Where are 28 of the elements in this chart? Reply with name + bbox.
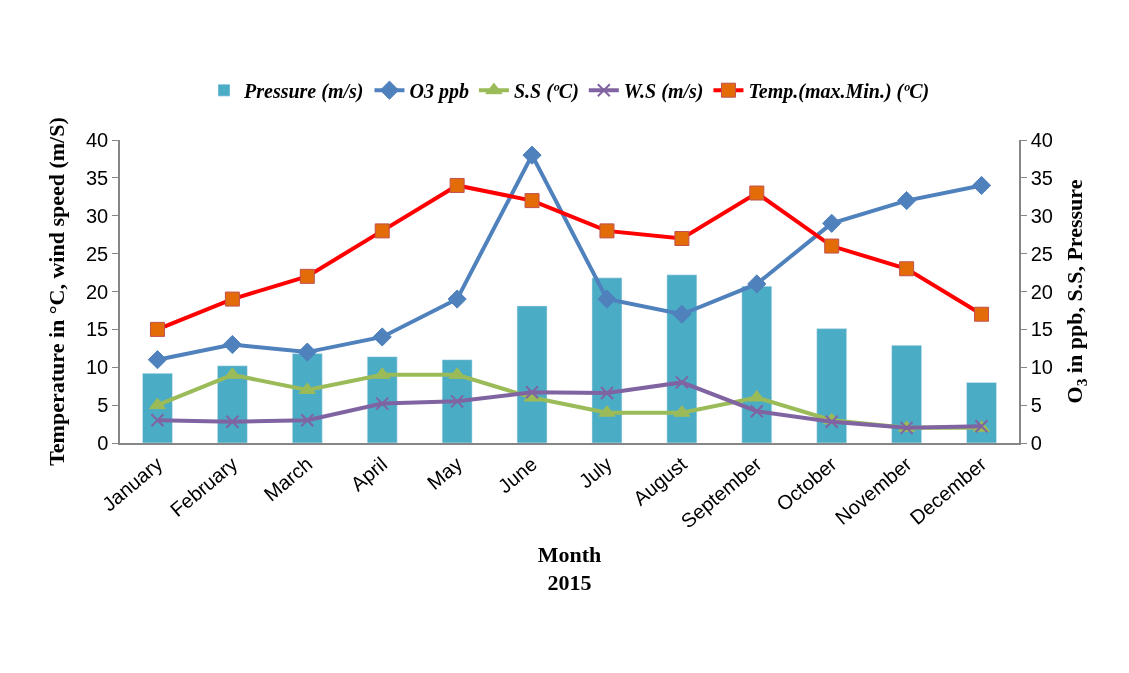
legend-label: O3 ppb [409, 80, 469, 103]
x-tick-label: June [493, 452, 542, 498]
y2-tick-label: 25 [1030, 242, 1053, 265]
y2-tick-label: 20 [1030, 280, 1053, 303]
y-tick-label: 25 [86, 242, 109, 265]
y2-tick-label: 10 [1030, 356, 1053, 379]
x-tick-label: May [423, 452, 467, 494]
y2-tick-label: 40 [1030, 129, 1053, 151]
y-tick-label: 30 [86, 204, 109, 227]
x-axis-title: Month 2015 [537, 541, 602, 596]
y-tick-label: 40 [86, 129, 109, 151]
y-tick-label: 20 [86, 280, 109, 303]
y2-tick-label: 30 [1030, 204, 1053, 227]
y-tick-label: 15 [86, 318, 109, 341]
x-tick-label: July [574, 452, 616, 493]
y-tick-label: 35 [86, 166, 109, 189]
y2-tick-label: 35 [1030, 166, 1053, 189]
y-axis-title: Temperature in °C, wind speed (m/S) [44, 117, 70, 466]
y-tick-label: 5 [97, 394, 109, 417]
legend-label: Pressure (m/s) [243, 80, 364, 103]
y-tick-label: 0 [97, 432, 109, 454]
legend-label: S.S (ºC) [513, 80, 579, 103]
y2-tick-label: 5 [1030, 394, 1042, 417]
y2-tick-label: 0 [1030, 432, 1042, 454]
legend-label: W.S (m/s) [623, 80, 704, 103]
y-tick-label: 10 [86, 356, 109, 379]
legend-label: Temp.(max.Min.) (ºC) [748, 80, 930, 103]
y2-tick-label: 15 [1030, 318, 1053, 341]
